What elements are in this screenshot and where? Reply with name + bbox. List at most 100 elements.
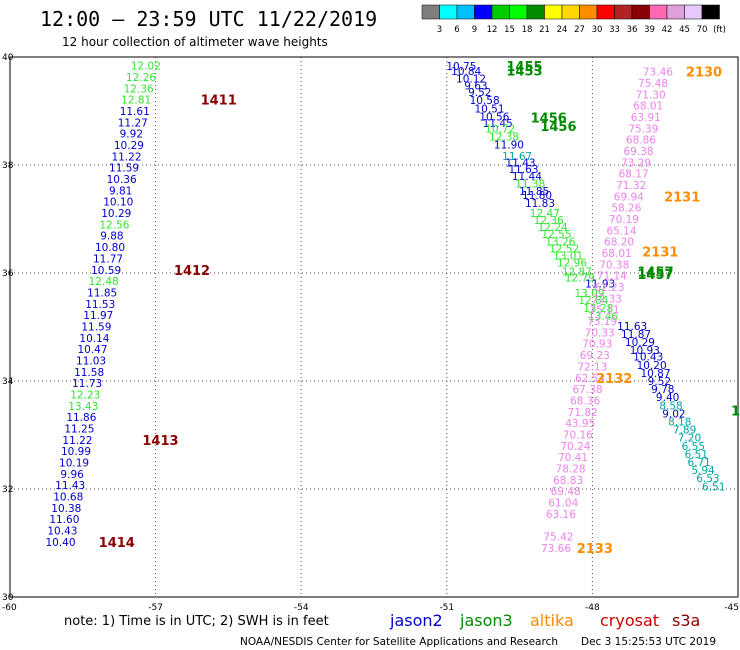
wave-height-value: 12.81 [121, 95, 151, 107]
y-axis-ticks: 30 32 34 36 38 40 [2, 53, 14, 603]
pass-time-label: 2133 [577, 542, 613, 557]
wave-height-value: 9.02 [662, 408, 685, 420]
wave-height-value: 72.13 [577, 361, 607, 373]
wave-height-value: 11.38 [515, 178, 545, 190]
pass-time-label: 1457 [637, 265, 673, 280]
wave-height-value: 10.68 [53, 492, 83, 504]
colorbar-swatch [474, 4, 493, 20]
wave-height-value: 70.24 [560, 441, 590, 453]
legend-jason2: jason2 [389, 611, 443, 630]
wave-height-value: 11.83 [525, 198, 555, 210]
legend-s3a: s3a [672, 611, 700, 630]
x-tick-label: -51 [439, 603, 454, 613]
wave-height-value: 62.54 [575, 373, 605, 385]
wave-height-value: 6.55 [682, 441, 705, 453]
wave-height-value: 12.23 [70, 390, 100, 402]
wave-height-value: 11.43 [55, 480, 85, 492]
wave-height-value: 5.94 [691, 465, 715, 477]
wave-height-value: 69.23 [580, 350, 610, 362]
wave-height-value: 12.96 [557, 258, 587, 270]
wave-height-value: 6.51 [702, 481, 725, 493]
wave-height-value: 73.66 [541, 543, 571, 555]
wave-height-value: 11.63 [508, 164, 538, 176]
wave-height-value: 10.36 [107, 174, 137, 186]
wave-height-value: 11.63 [617, 321, 647, 333]
wave-height-value: 70.19 [609, 214, 639, 226]
wave-height-value: 70.93 [582, 339, 612, 351]
wave-height-value: 67.38 [573, 384, 603, 396]
colorbar-swatch [439, 4, 458, 20]
colorbar-label: 42 [662, 25, 673, 35]
colorbar-swatch [614, 4, 633, 20]
x-tick-label: -54 [294, 603, 309, 613]
wave-height-value: 9.81 [109, 185, 132, 197]
wave-height-value: 11.58 [74, 367, 104, 379]
colorbar-legend: 3 6 9 12 15 18 21 24 27 30 33 36 39 42 45 70 (ft) [421, 4, 726, 35]
wave-height-value: 13.26 [545, 237, 575, 249]
wave-height-value: 13.09 [574, 288, 604, 300]
wave-height-value: 12.47 [530, 208, 560, 220]
wave-height-value: 11.25 [64, 424, 94, 436]
footer-note: note: 1) Time is in UTC; 2) SWH is in fe… [64, 614, 329, 629]
wave-height-value: 70.33 [585, 327, 615, 339]
wave-height-value: 12.36 [124, 83, 154, 95]
wave-height-value: 11.44 [512, 171, 542, 183]
y-tick-label: 32 [2, 485, 13, 495]
legend-jason3: jason3 [459, 611, 513, 630]
wave-height-value: 12.38 [489, 131, 519, 143]
y-tick-label: 34 [2, 377, 14, 387]
wave-height-value: 71.82 [568, 407, 598, 419]
wave-height-value: 11.61 [120, 106, 150, 118]
legend-altika: altika [530, 611, 574, 630]
wave-height-value: 10.93 [630, 345, 660, 357]
colorbar-label: 27 [574, 25, 585, 35]
colorbar-label: 12 [487, 25, 498, 35]
wave-height-value: 70.38 [599, 259, 629, 271]
wave-height-value: 8.18 [668, 417, 691, 429]
y-tick-label: 40 [2, 53, 14, 63]
wave-height-value: 68.83 [553, 475, 583, 487]
wave-height-value: 11.85 [87, 287, 117, 299]
wave-height-value: 73.46 [643, 67, 673, 79]
wave-height-value: 10.10 [103, 197, 133, 209]
wave-height-value: 12.02 [131, 61, 161, 73]
wave-height-value: 8.58 [659, 400, 682, 412]
pass-time-label: 1414 [99, 536, 135, 551]
wave-height-value: 63.16 [546, 509, 576, 521]
wave-height-value: 11.73 [72, 378, 102, 390]
colorbar-label: 18 [522, 25, 533, 35]
wave-height-value: 10.43 [633, 352, 663, 364]
wave-height-value: 78.28 [556, 463, 586, 475]
wave-height-value: 11.77 [93, 253, 123, 265]
colorbar-swatch [544, 4, 563, 20]
wave-height-value: 73.29 [621, 157, 651, 169]
wave-height-value: 10.99 [61, 446, 91, 458]
pass-time-label: 1456 [531, 111, 567, 126]
wave-height-value: 68.36 [570, 395, 600, 407]
x-tick-label: -45 [724, 603, 739, 613]
wave-height-value: 6.71 [687, 457, 710, 469]
wave-height-value: 69.94 [614, 191, 644, 203]
pass-time-label: 1 [731, 405, 740, 420]
pass-time-label: 1457 [637, 268, 673, 283]
pass-time-label: 2130 [686, 66, 722, 81]
wave-height-value: 12.48 [89, 276, 119, 288]
wave-height-value: 69.48 [551, 486, 581, 498]
wave-height-value: 13.43 [68, 401, 98, 413]
wave-height-value: 10.87 [640, 368, 670, 380]
wave-height-value: 10.84 [451, 66, 481, 78]
data-points: 12.0212.2612.3612.8111.6111.279.9210.291… [45, 61, 725, 555]
colorbar-swatch [684, 4, 703, 20]
x-tick-label: -57 [148, 603, 163, 613]
wave-height-value: 12.87 [562, 266, 592, 278]
wave-height-value: 11.22 [62, 435, 92, 447]
wave-height-value: 71.32 [616, 180, 646, 192]
colorbar-swatch [491, 4, 510, 20]
wave-height-value: 11.53 [85, 299, 115, 311]
colorbar-label: 36 [627, 25, 638, 35]
wave-height-value: 62.23 [594, 282, 624, 294]
wave-height-value: 11.85 [519, 186, 549, 198]
wave-height-value: 12.84 [578, 295, 608, 307]
y-tick-label: 30 [2, 593, 14, 603]
wave-height-value: 75.11 [590, 305, 620, 317]
